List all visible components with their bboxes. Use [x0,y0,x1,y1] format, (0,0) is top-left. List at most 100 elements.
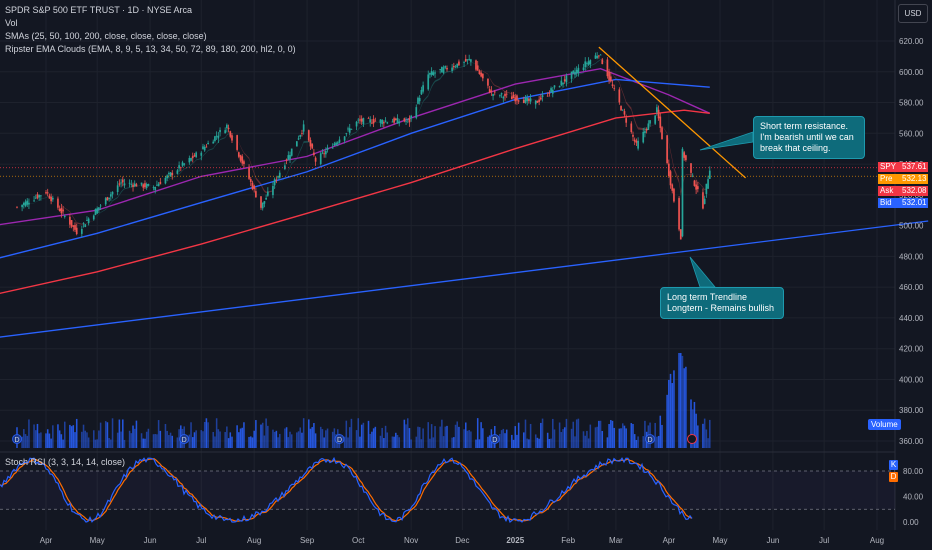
candle [582,63,585,72]
currency-button[interactable]: USD [898,4,928,23]
volume-bar [705,429,708,448]
volume-bar [439,426,441,448]
volume-bar [516,434,518,448]
candle [514,93,517,105]
volume-bar [355,430,358,448]
resistance-callout[interactable]: Short term resistance. I'm bearish until… [753,116,865,159]
volume-bar [540,422,542,448]
candle [82,222,85,228]
volume-bar [52,425,54,448]
volume-bar [451,437,453,448]
candle [121,176,124,187]
candle [539,94,542,101]
candle [278,170,281,179]
candle [572,70,575,75]
candle [219,127,221,137]
legend-ema-clouds[interactable]: Ripster EMA Clouds (EMA, 8, 9, 5, 13, 34… [5,44,296,54]
volume-bar [606,437,609,448]
price-tick: 580.00 [899,99,924,108]
time-tick: Mar [609,536,623,545]
chart-legend: SPDR S&P 500 ETF TRUST · 1D · NYSE Arca … [5,4,296,56]
legend-symbol[interactable]: SPDR S&P 500 ETF TRUST · 1D · NYSE Arca [5,5,193,15]
volume-bar [707,438,709,448]
candle [62,206,64,215]
volume-bar [193,432,196,448]
volume-bar [94,439,97,448]
volume-bar [347,437,349,448]
volume-bar [191,437,194,448]
candle [546,92,549,97]
candle [207,140,209,145]
volume-bar [178,429,180,448]
candle [666,134,668,165]
time-axis[interactable]: Apr May Jun Jul Aug Sep Oct Nov Dec 2025 Feb Mar Apr… [40,536,884,545]
volume-bar [406,418,409,448]
candle [266,187,269,197]
candle [562,82,564,88]
volume-bar [144,438,146,448]
candle [601,57,604,65]
volume-bar [34,430,37,448]
candle [287,151,290,161]
candle [381,119,384,127]
volume-bar [104,421,107,448]
candle [301,129,303,137]
candle [613,84,616,91]
candle [253,184,256,193]
candle [24,199,27,208]
volume-bar [319,426,322,448]
svg-text:D: D [492,437,497,444]
trendline-callout-pointer [689,256,716,288]
volume-bar [45,433,47,448]
price-tag-spy: SPY 537.61 [878,162,929,172]
candle [48,193,51,199]
candle [538,96,540,106]
candle [335,141,337,146]
candle [598,54,600,59]
volume-bar [683,368,685,448]
volume-bar [657,435,660,448]
volume-bar [190,422,192,448]
candle [289,151,291,163]
price-axis[interactable]: 620.00600.00580.00560.00540.00520.00500.… [899,37,924,446]
volume-bar [369,433,371,448]
candle [362,117,365,127]
volume-bar [72,425,75,448]
volume-bar [661,424,663,448]
candle [693,179,696,187]
volume-bar [589,424,592,448]
volume-bar [267,425,269,448]
candle [321,149,324,155]
volume-bar [255,420,257,448]
legend-volume[interactable]: Vol [5,18,18,28]
candle [632,131,634,142]
volume-bar [621,423,624,448]
volume-bar [215,418,218,448]
price-tick: 480.00 [899,252,924,261]
volume-bar [691,409,694,448]
candle [63,214,66,219]
volume-bar [466,430,469,448]
candle [277,175,279,180]
volume-bar [570,428,573,448]
volume-bar [642,436,644,448]
volume-bar [99,422,102,448]
volume-bar [574,436,576,448]
volume-bar [323,437,325,448]
trendline-1 [0,220,929,338]
volume-bar [680,353,682,448]
volume-bar [62,439,64,448]
volume-bar [217,429,220,448]
trendline-callout[interactable]: Long term Trendline Longtern - Remains b… [660,287,784,319]
volume-bar [166,430,168,448]
candle [707,175,709,189]
price-tag-bid: Bid 532.01 [878,198,929,208]
candle [108,197,110,202]
rsi-legend[interactable]: Stoch RSI (3, 3, 14, 14, close) [5,457,126,467]
volume-bar [572,421,575,448]
candle [553,85,556,90]
legend-smas[interactable]: SMAs (25, 50, 100, 200, close, close, cl… [5,31,207,41]
candle [606,57,609,79]
volume-bar [596,426,598,448]
